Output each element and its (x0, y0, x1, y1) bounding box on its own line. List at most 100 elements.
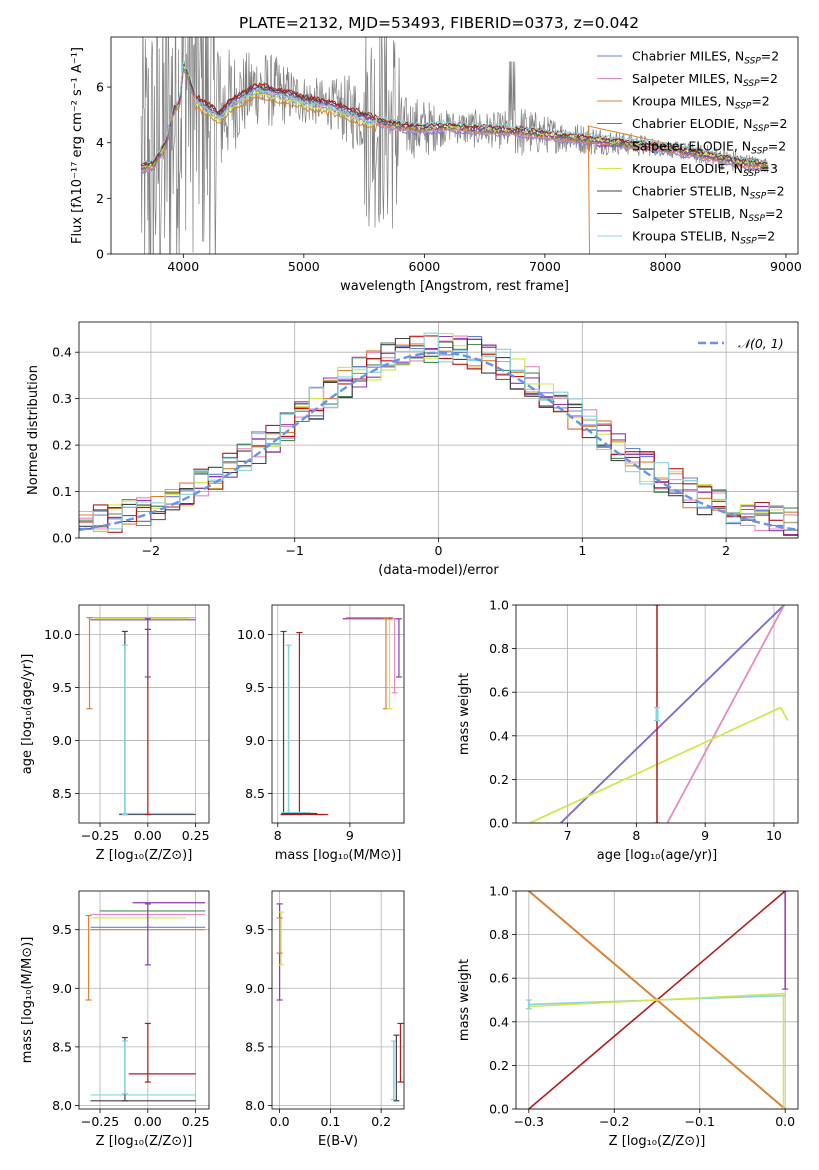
x-tick-label: 0.25 (182, 1114, 210, 1129)
y-tick-label: 9.0 (52, 733, 72, 748)
x-tick-label: 9 (701, 828, 709, 843)
x-tick-label: 9000 (770, 259, 802, 274)
weight-line (560, 605, 785, 823)
axes-frame (78, 604, 210, 824)
x-tick-label: 7 (564, 828, 572, 843)
x-axis-label: Z [log₁₀(Z/Z⊙)] (609, 1134, 706, 1149)
mass_vs_Z-grid (79, 891, 209, 1109)
weight-line (528, 992, 786, 1008)
x-tick-label: 8 (632, 828, 640, 843)
x-tick-label: 8 (274, 828, 282, 843)
legend-label: Chabrier STELIB, NSSP=2 (632, 184, 785, 202)
normal-curve (79, 351, 798, 532)
spectrum-axes: 4000 5000 6000 7000 8000 9000 0 2 4 6 wavelength [… (70, 36, 802, 294)
mass_vs_EBV-plot-area (276, 903, 404, 1102)
x-tick-label: 0 (435, 543, 443, 558)
mass_vs_EBV-axes: 0.0 0.1 0.2 8.0 8.5 9.0 9.5 E(B-V) (245, 890, 405, 1149)
age_vs_Z-overlay: −0.25 0.00 0.25 8.5 9.0 9.5 10.0 Z [log₁₀(Z/Z⊙)… (20, 604, 210, 863)
weight-line (666, 605, 785, 823)
weight_vs_age-axes: 7 8 9 10 0.0 0.2 0.4 0.6 0.8 1.0 age [log₁₀(age/yr… (457, 598, 799, 863)
y-tick-label: 0.2 (489, 1058, 509, 1073)
legend-label: Salpeter STELIB, NSSP=2 (632, 206, 783, 224)
y-tick-label: 0.2 (489, 772, 509, 787)
axes-frame (271, 604, 405, 824)
axes-frame (110, 36, 799, 255)
x-tick-label: 0.0 (775, 1114, 795, 1129)
legend-label: Chabrier MILES, NSSP=2 (632, 49, 779, 67)
model-spectrum-chabrier-elodie (140, 68, 768, 171)
age_vs_mass-plot-area (280, 617, 402, 816)
y-tick-label: 8.0 (245, 1098, 265, 1113)
y-tick-label: 0.0 (489, 1102, 509, 1117)
y-tick-label: 8.5 (245, 1039, 265, 1054)
y-tick-label: 0.8 (489, 927, 509, 942)
y-tick-label: 0.6 (489, 685, 509, 700)
mass_vs_Z-plot-area (85, 902, 206, 1102)
age_vs_Z-grid (79, 605, 209, 823)
axes-frame (515, 890, 799, 1110)
x-tick-label: 0.2 (371, 1114, 391, 1129)
x-tick-label: 0.00 (134, 1114, 162, 1129)
y-tick-label: 1.0 (489, 884, 509, 899)
y-tick-label: 8.5 (52, 1039, 72, 1054)
y-axis-label: Normed distribution (26, 365, 41, 495)
model-spectrum-kroupa-miles (140, 69, 769, 254)
y-tick-label: 9.5 (52, 680, 72, 695)
x-tick-label: 0.25 (182, 828, 210, 843)
y-tick-label: 8.0 (52, 1098, 72, 1113)
x-tick-label: 1 (578, 543, 586, 558)
x-tick-label: −2 (142, 543, 160, 558)
weight-line (780, 707, 789, 721)
x-axis-label: wavelength [Angstrom, rest frame] (340, 279, 569, 294)
y-axis-label: Flux [fλ10⁻¹⁷ erg cm⁻² s⁻¹ A⁻¹] (70, 47, 85, 244)
histogram-kroupa-stelib (79, 332, 798, 533)
age_vs_mass-axes: 8 9 8.5 9.0 9.5 10.0 mass [log₁₀(M/M⊙)] (237, 604, 405, 863)
y-tick-label: 9.5 (245, 922, 265, 937)
legend-label: Kroupa ELODIE, NSSP=3 (632, 161, 778, 179)
y-tick-label: 10.0 (44, 627, 72, 642)
x-tick-label: 4000 (167, 259, 199, 274)
x-tick-label: 2 (722, 543, 730, 558)
y-tick-label: 0.6 (489, 971, 509, 986)
spectrum-overlay: 4000 5000 6000 7000 8000 9000 0 2 4 6 wavelength [… (70, 36, 802, 294)
x-axis-label: Z [log₁₀(Z/Z⊙)] (96, 1134, 193, 1149)
mass_vs_Z-axes: −0.25 0.00 0.25 8.0 8.5 9.0 9.5 Z [log₁₀(Z/Z⊙)]… (20, 890, 210, 1149)
y-axis-label: mass weight (457, 673, 472, 755)
y-tick-label: 6 (96, 80, 104, 95)
x-tick-label: 7000 (529, 259, 561, 274)
x-axis-label: Z [log₁₀(Z/Z⊙)] (96, 848, 193, 863)
y-tick-label: 9.0 (245, 733, 265, 748)
axes-frame (515, 604, 799, 824)
x-tick-label: 5000 (288, 259, 320, 274)
x-tick-label: −0.2 (599, 1114, 629, 1129)
x-tick-label: 0.00 (134, 828, 162, 843)
y-tick-label: 0.4 (52, 345, 72, 360)
axes-frame (78, 890, 210, 1110)
x-tick-label: 0.0 (270, 1114, 290, 1129)
mass_vs_Z-overlay: −0.25 0.00 0.25 8.0 8.5 9.0 9.5 Z [log₁₀(Z/Z⊙)]… (20, 890, 210, 1149)
x-tick-label: −1 (285, 543, 303, 558)
x-axis-label: E(B-V) (318, 1134, 358, 1149)
y-axis-label: mass weight (457, 959, 472, 1041)
axes-frame (271, 890, 405, 1110)
spectrum-plot-area (140, 37, 769, 254)
age_vs_Z-plot-area (86, 617, 196, 816)
legend-label: Kroupa STELIB, NSSP=2 (632, 229, 775, 247)
y-tick-label: 9.0 (52, 981, 72, 996)
model-spectrum-salpeter-stelib (140, 64, 768, 167)
model-spectrum-kroupa-elodie (140, 66, 768, 168)
weight_vs_Z-overlay: −0.3 −0.2 −0.1 0.0 0.0 0.2 0.4 0.6 0.8 1.0 Z [log₁… (457, 884, 799, 1149)
residuals-overlay: −2 −1 0 1 2 0.0 0.1 0.2 0.3 0.4 (data-model)/error… (26, 321, 799, 578)
y-axis-label: age [log₁₀(age/yr)] (20, 654, 35, 775)
x-tick-label: −0.3 (514, 1114, 544, 1129)
model-spectrum-kroupa-stelib (141, 60, 768, 164)
y-tick-label: 10.0 (237, 627, 265, 642)
y-tick-label: 0.3 (52, 391, 72, 406)
mass_vs_EBV-grid (272, 891, 404, 1109)
y-tick-label: 0.8 (489, 641, 509, 656)
y-axis-label: mass [log₁₀(M/M⊙)] (20, 937, 35, 1064)
y-tick-label: 0 (96, 247, 104, 262)
x-tick-label: −0.1 (685, 1114, 715, 1129)
residuals-axes: −2 −1 0 1 2 0.0 0.1 0.2 0.3 0.4 (data-model)/error… (26, 321, 799, 578)
weight_vs_Z-axes: −0.3 −0.2 −0.1 0.0 0.0 0.2 0.4 0.6 0.8 1.0 Z [log₁… (457, 884, 799, 1149)
